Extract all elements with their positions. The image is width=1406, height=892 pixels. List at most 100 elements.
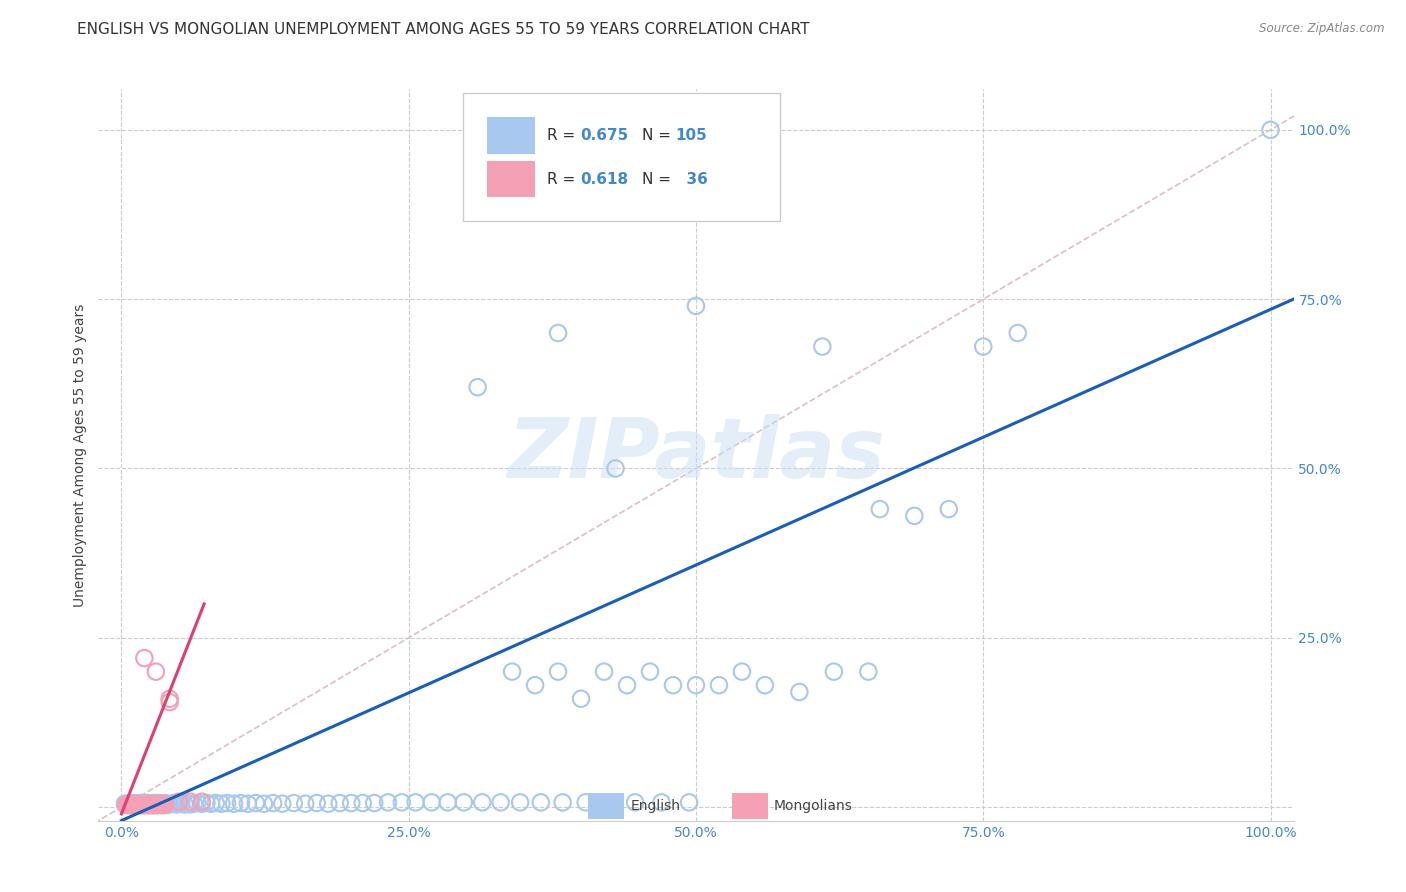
Point [166, 797, 188, 812]
Point [159, 695, 181, 709]
Text: English: English [630, 799, 681, 813]
Point [153, 797, 176, 812]
Point [115, 797, 138, 812]
Point [114, 797, 136, 811]
Point [120, 798, 142, 813]
Text: N =: N = [643, 128, 676, 143]
Point [125, 797, 148, 812]
Point [391, 796, 413, 810]
Point [209, 797, 232, 811]
Point [128, 797, 150, 812]
FancyBboxPatch shape [733, 793, 768, 819]
Point [146, 796, 169, 810]
Point [132, 797, 155, 812]
Point [163, 796, 186, 810]
Point [530, 796, 553, 810]
Point [152, 797, 174, 811]
Point [139, 797, 162, 812]
Point [141, 797, 163, 812]
Point [204, 796, 226, 810]
Point [122, 798, 145, 813]
Point [143, 797, 166, 811]
Point [903, 508, 925, 523]
Point [316, 797, 339, 811]
Point [471, 796, 494, 810]
Text: ENGLISH VS MONGOLIAN UNEMPLOYMENT AMONG AGES 55 TO 59 YEARS CORRELATION CHART: ENGLISH VS MONGOLIAN UNEMPLOYMENT AMONG … [77, 22, 810, 37]
Point [122, 797, 145, 812]
Point [134, 797, 156, 812]
Point [148, 798, 170, 813]
Point [436, 796, 458, 810]
Point [142, 798, 165, 813]
Point [122, 797, 145, 812]
Point [245, 796, 267, 810]
FancyBboxPatch shape [486, 117, 534, 153]
Point [122, 796, 145, 810]
Point [128, 798, 150, 813]
Point [662, 678, 685, 692]
Point [134, 651, 156, 665]
Point [122, 797, 145, 811]
Point [329, 796, 352, 810]
Point [453, 796, 475, 810]
Point [191, 795, 214, 809]
Text: 0.618: 0.618 [581, 171, 628, 186]
Point [148, 797, 170, 811]
Point [117, 798, 139, 813]
Point [195, 796, 218, 810]
Text: Mongolians: Mongolians [773, 799, 852, 813]
FancyBboxPatch shape [486, 161, 534, 197]
Point [129, 797, 152, 812]
Point [145, 797, 167, 812]
Point [823, 665, 845, 679]
Point [222, 797, 245, 811]
Point [118, 796, 141, 810]
Point [115, 798, 138, 813]
Point [173, 797, 195, 812]
Point [159, 797, 181, 812]
Point [352, 796, 374, 810]
Point [141, 797, 163, 812]
Point [125, 796, 148, 810]
Point [605, 461, 627, 475]
Point [869, 502, 891, 516]
Point [167, 795, 190, 809]
Point [136, 797, 159, 812]
Point [186, 796, 208, 810]
Point [128, 797, 150, 811]
Point [131, 798, 153, 813]
Point [253, 797, 276, 811]
Point [547, 326, 569, 340]
Point [305, 796, 328, 810]
Point [593, 665, 616, 679]
Point [754, 678, 776, 692]
Point [149, 797, 172, 812]
Point [616, 678, 638, 692]
Point [650, 796, 672, 810]
Point [569, 691, 592, 706]
Point [135, 797, 157, 811]
Point [731, 665, 754, 679]
Point [262, 796, 284, 810]
Text: R =: R = [547, 128, 579, 143]
Point [115, 797, 138, 812]
Point [624, 796, 647, 810]
Point [638, 665, 661, 679]
Y-axis label: Unemployment Among Ages 55 to 59 years: Unemployment Among Ages 55 to 59 years [73, 303, 87, 607]
Point [420, 796, 443, 810]
Point [405, 796, 427, 810]
Point [135, 797, 157, 812]
Point [152, 798, 174, 813]
Point [524, 678, 547, 692]
Point [146, 797, 169, 812]
Point [127, 798, 149, 813]
Point [294, 797, 316, 811]
Point [135, 798, 157, 813]
FancyBboxPatch shape [463, 93, 780, 221]
Point [177, 797, 200, 811]
Point [156, 797, 179, 811]
Point [134, 796, 156, 810]
Point [150, 798, 173, 813]
Text: 105: 105 [676, 128, 707, 143]
Point [509, 796, 531, 810]
